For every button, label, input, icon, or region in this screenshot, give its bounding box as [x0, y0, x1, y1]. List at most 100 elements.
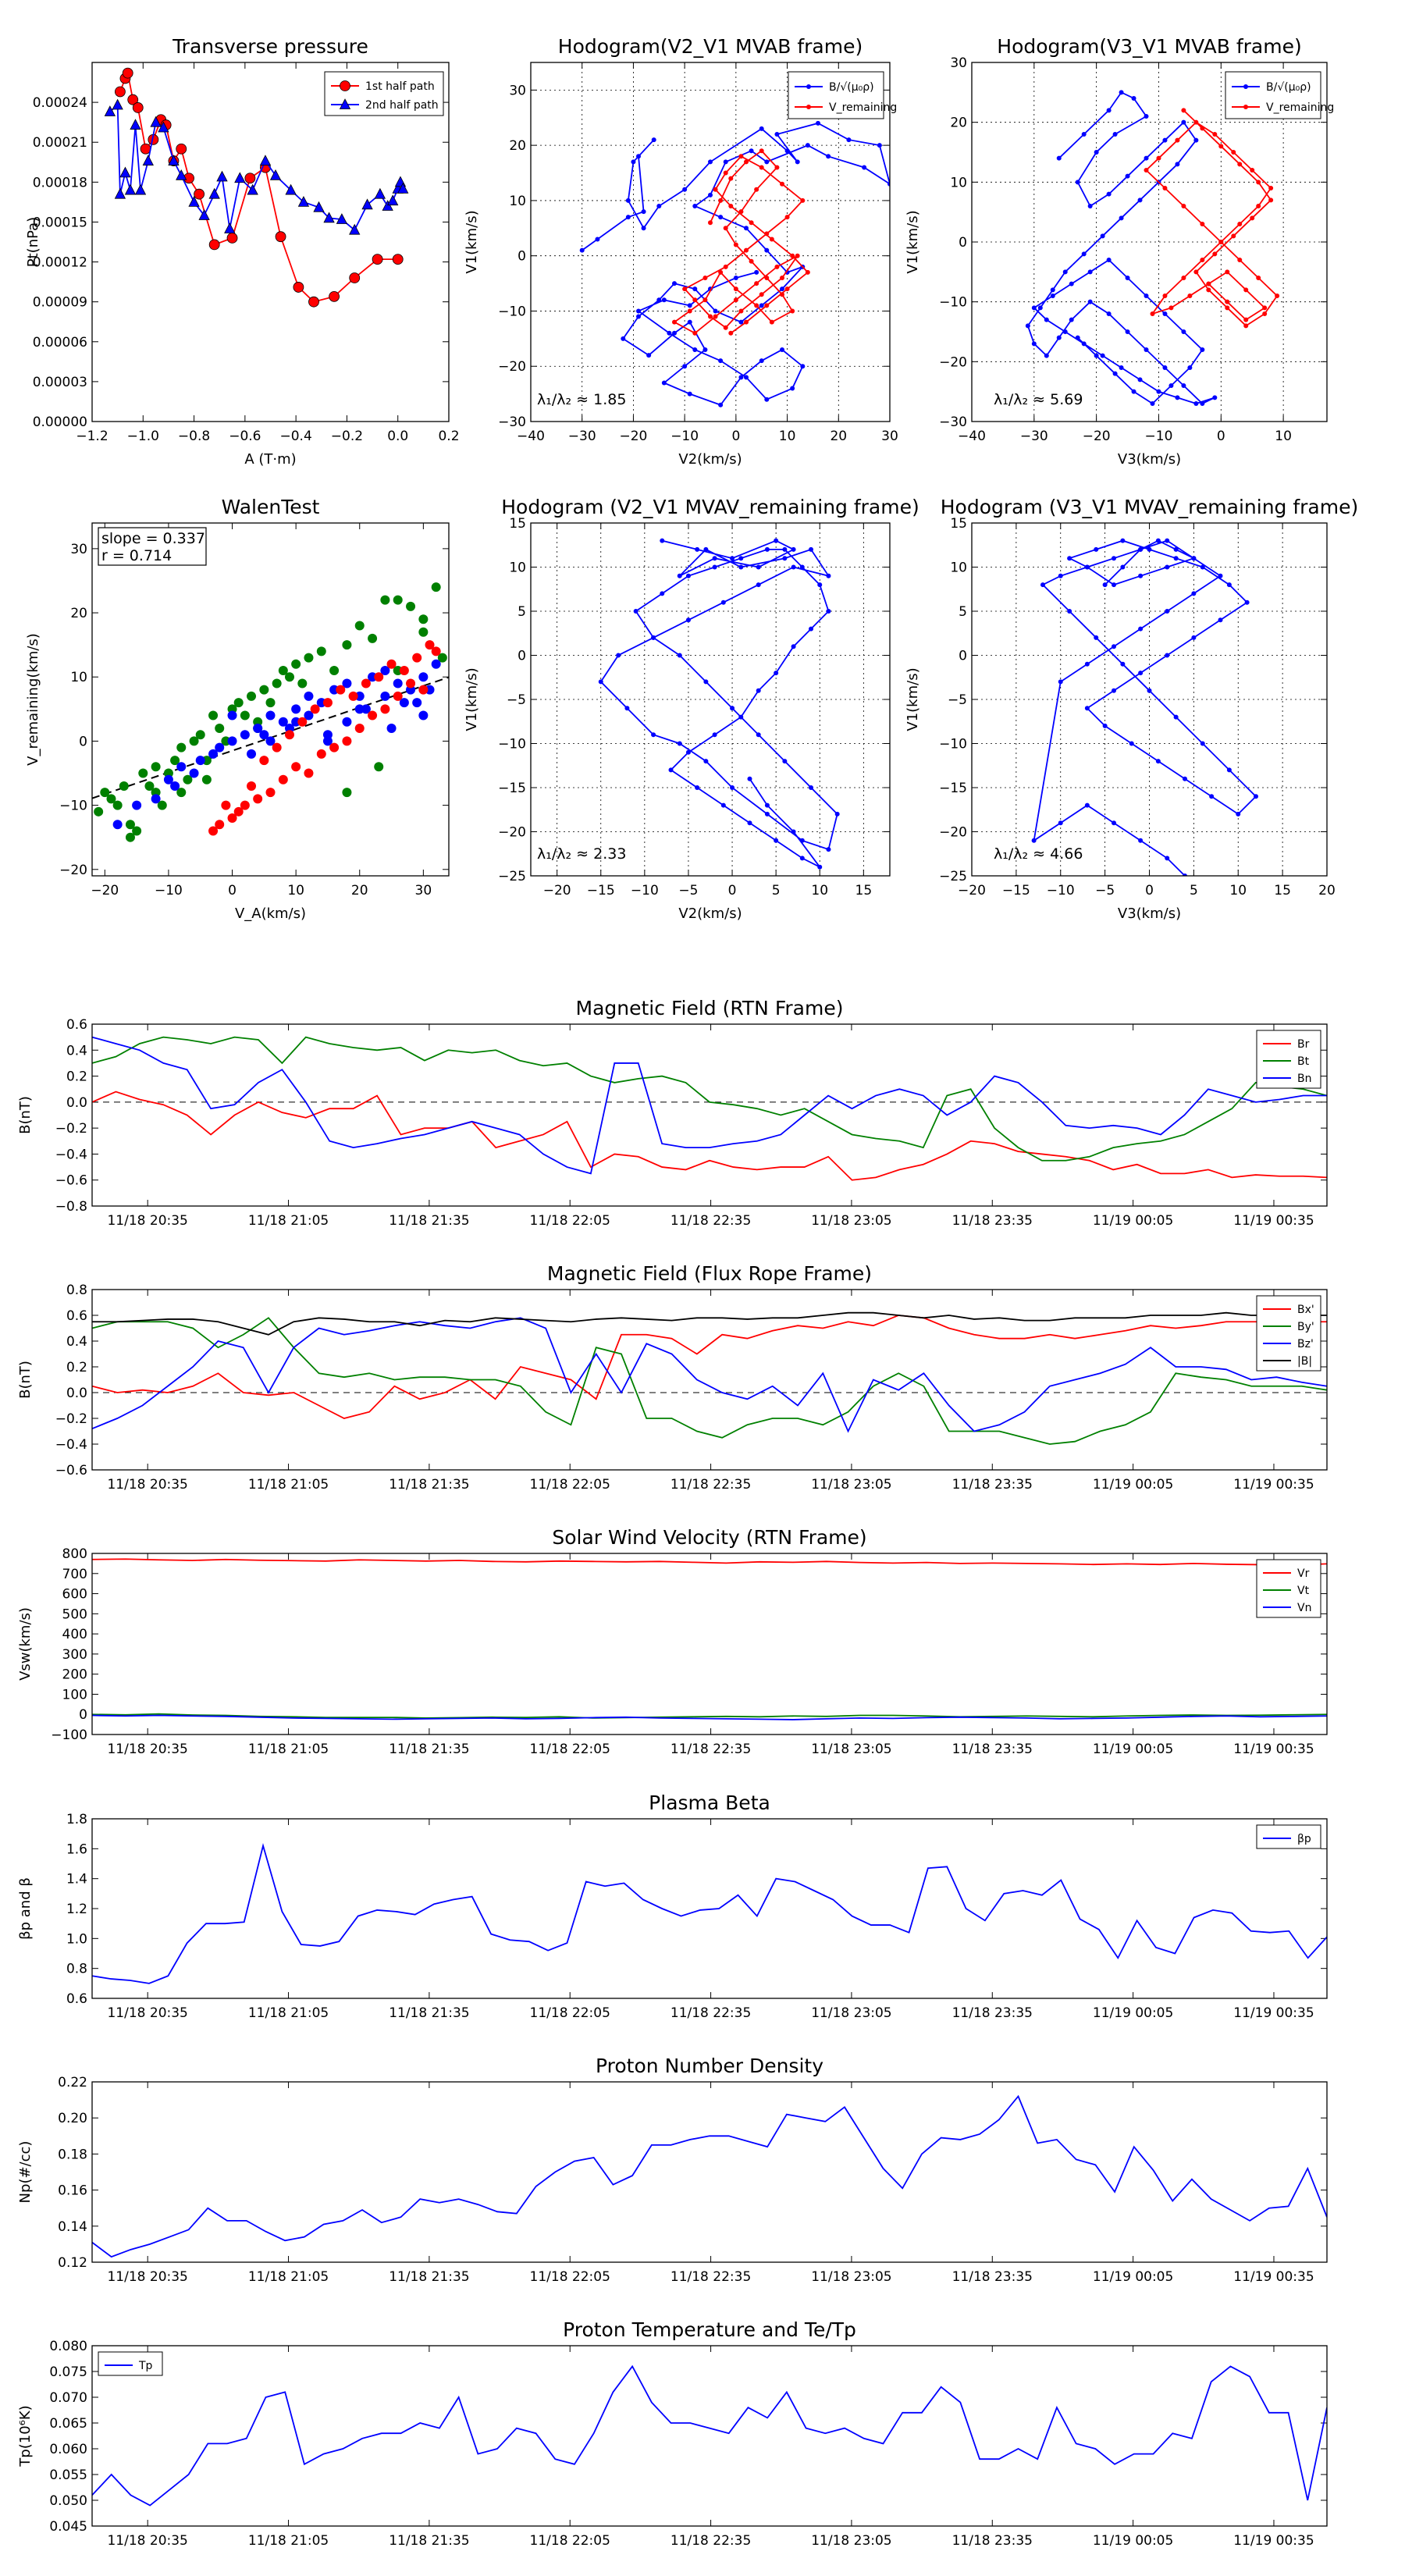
- y-tick-label: −30: [939, 415, 967, 430]
- data-point: [124, 183, 137, 195]
- data-point: [733, 297, 738, 303]
- data-point: [380, 691, 390, 701]
- data-point: [189, 736, 199, 746]
- y-tick-label: 0.060: [49, 2442, 87, 2457]
- data-point: [651, 137, 656, 143]
- data-point: [1100, 233, 1105, 239]
- data-point: [1069, 281, 1074, 286]
- data-point: [713, 308, 718, 314]
- y-tick-label: −20: [498, 825, 526, 841]
- y-tick-label: 0: [959, 235, 967, 251]
- chart-h3: Hodogram (V2_V1 MVAV_remaining frame) V2(…: [464, 496, 919, 922]
- x-tick-label: 11/18 21:35: [389, 1742, 469, 1757]
- data-point: [774, 264, 780, 269]
- data-point: [730, 706, 735, 711]
- data-point: [1125, 329, 1130, 334]
- data-point: [723, 226, 728, 231]
- plot-area: [92, 1036, 1327, 1181]
- x-tick-label: 11/18 23:35: [952, 1213, 1033, 1229]
- data-point: [216, 170, 228, 182]
- y-tick-label: 1.8: [66, 1812, 87, 1827]
- legend-label: Bx': [1297, 1304, 1314, 1316]
- data-point: [692, 286, 698, 292]
- data-point: [1087, 204, 1093, 208]
- data-point: [1200, 401, 1205, 406]
- chart-h1: Hodogram(V2_V1 MVAB frame) V2(km/s) V1(km/…: [464, 35, 898, 468]
- data-point: [625, 215, 631, 220]
- data-point: [744, 226, 749, 231]
- data-point: [1165, 538, 1170, 543]
- data-point: [134, 183, 147, 195]
- data-point: [1150, 401, 1155, 406]
- x-tick-label: 11/18 23:35: [952, 2005, 1033, 2021]
- data-point: [677, 653, 682, 658]
- data-point: [397, 182, 409, 194]
- data-point: [738, 375, 744, 380]
- axes-frame: [91, 62, 450, 422]
- data-point: [412, 698, 422, 708]
- data-point: [157, 800, 167, 810]
- data-point: [846, 137, 852, 143]
- series-line-2: [92, 1317, 1327, 1433]
- x-tick-label: 11/18 20:35: [107, 1477, 187, 1493]
- series-0: [1031, 538, 1258, 876]
- legend-label: βp: [1297, 1833, 1311, 1845]
- data-point: [215, 742, 225, 753]
- data-point: [703, 546, 709, 552]
- data-point: [368, 710, 378, 720]
- y-axis-label: V1(km/s): [905, 667, 921, 731]
- data-point: [774, 538, 779, 543]
- data-point: [431, 582, 441, 592]
- data-point: [1165, 653, 1170, 658]
- axes-frame: [971, 62, 1328, 422]
- data-point: [685, 617, 691, 623]
- chart-title: Hodogram (V3_V1 MVAV_remaining frame): [941, 496, 1359, 518]
- x-tick-label: 11/18 23:35: [952, 1477, 1033, 1493]
- data-point: [1218, 240, 1224, 244]
- data-point: [756, 732, 761, 738]
- data-point: [329, 666, 340, 676]
- chart-vsw: Solar Wind Velocity (RTN Frame) Vsw(km/s)…: [17, 1526, 1328, 1757]
- data-point: [418, 710, 429, 720]
- chart-mag_rtn: Magnetic Field (RTN Frame) B(nT) −0.8 −0.6 −…: [17, 997, 1328, 1229]
- data-point: [170, 756, 180, 766]
- x-tick-label: 11/19 00:05: [1093, 2005, 1173, 2021]
- data-point: [1162, 294, 1168, 298]
- data-point: [795, 253, 800, 258]
- data-point: [1173, 546, 1179, 552]
- data-point: [799, 838, 805, 843]
- data-point: [1102, 582, 1108, 588]
- series-line-1: [92, 1713, 1327, 1719]
- data-point: [382, 200, 393, 211]
- data-point: [738, 319, 744, 325]
- data-point: [114, 187, 126, 199]
- chart-h4: Hodogram (V3_V1 MVAV_remaining frame) V3(…: [905, 496, 1358, 922]
- data-point: [692, 330, 698, 336]
- x-tick-label: −20: [1083, 429, 1111, 444]
- data-point: [782, 546, 788, 552]
- x-tick-label: −20: [958, 883, 986, 898]
- data-point: [723, 159, 728, 165]
- data-point: [744, 247, 749, 253]
- series-line-1: [92, 1036, 1327, 1162]
- data-point: [636, 154, 641, 159]
- y-tick-label: 0: [79, 1707, 87, 1723]
- data-point: [240, 730, 250, 740]
- data-point: [712, 556, 717, 561]
- x-tick-label: 11/19 00:05: [1093, 1477, 1173, 1493]
- x-tick-label: 11/18 22:35: [670, 1477, 751, 1493]
- data-point: [265, 698, 276, 708]
- y-tick-label: 500: [62, 1606, 87, 1622]
- data-point: [437, 653, 447, 663]
- data-point: [733, 276, 738, 280]
- data-point: [774, 165, 780, 170]
- y-tick-label: −0.4: [55, 1147, 87, 1162]
- data-point: [201, 774, 212, 785]
- data-point: [304, 653, 314, 663]
- axes-frame: [91, 1553, 1328, 1735]
- data-point: [1256, 180, 1261, 185]
- data-point: [1112, 688, 1116, 693]
- y-tick-label: 0.2: [66, 1069, 87, 1085]
- chart-title: Hodogram(V3_V1 MVAB frame): [997, 35, 1301, 58]
- data-point: [284, 730, 294, 740]
